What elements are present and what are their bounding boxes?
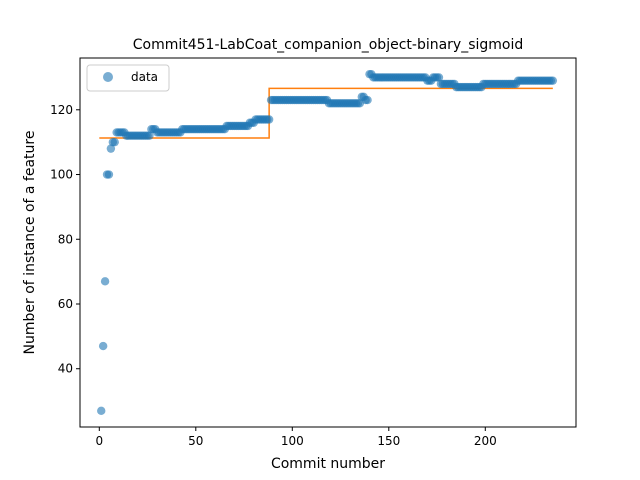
x-tick-label: 100 xyxy=(281,434,304,448)
y-tick-label: 120 xyxy=(50,103,73,117)
legend: data xyxy=(87,65,169,91)
data-point xyxy=(363,96,371,104)
y-tick-label: 40 xyxy=(58,362,73,376)
legend-data-marker xyxy=(103,72,113,82)
chart-title: Commit451-LabCoat_companion_object-binar… xyxy=(133,37,524,53)
data-point xyxy=(549,76,557,84)
data-point xyxy=(265,115,273,123)
y-tick-label: 80 xyxy=(58,232,73,246)
x-tick-label: 0 xyxy=(95,434,103,448)
y-tick-label: 60 xyxy=(58,297,73,311)
data-point xyxy=(111,138,119,146)
x-tick-label: 200 xyxy=(474,434,497,448)
x-tick-label: 150 xyxy=(377,434,400,448)
x-axis-label: Commit number xyxy=(271,456,385,472)
y-axis-label: Number of instance of a feature xyxy=(22,131,38,355)
data-point xyxy=(101,277,109,285)
data-point xyxy=(97,407,105,415)
legend-data-label: data xyxy=(131,70,158,84)
y-tick-label: 100 xyxy=(50,168,73,182)
x-tick-label: 50 xyxy=(188,434,203,448)
data-point xyxy=(105,170,113,178)
data-point xyxy=(99,342,107,350)
